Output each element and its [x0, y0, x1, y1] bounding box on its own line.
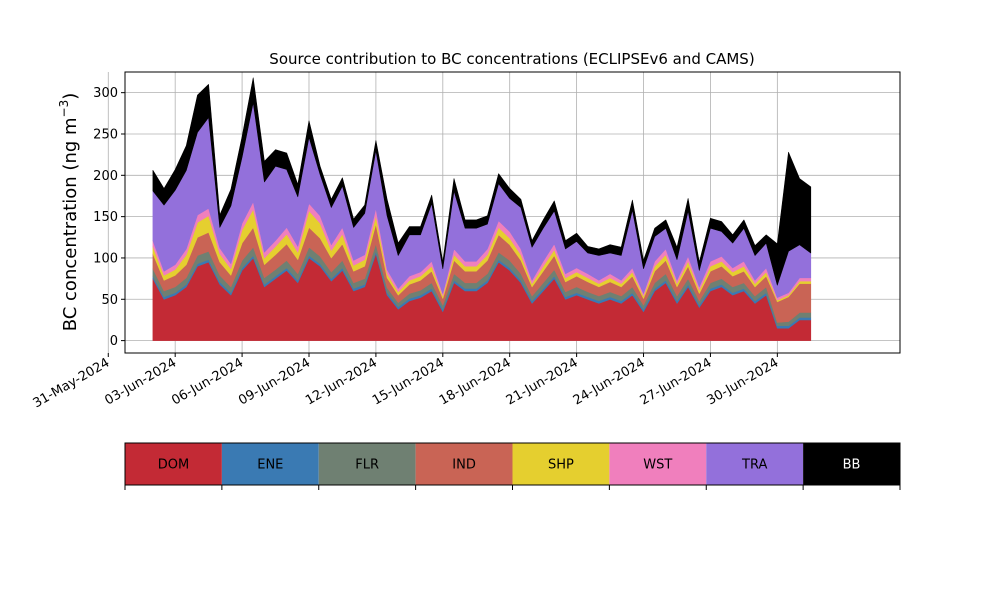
plot-frame — [124, 71, 901, 354]
legend-label-ene: ENE — [257, 458, 283, 473]
legend-swatch-wst — [609, 443, 707, 485]
legend-label-ind: IND — [452, 458, 476, 473]
y-tick-label: 150 — [93, 210, 118, 225]
legend-swatch-ind — [415, 443, 513, 485]
area-bb — [152, 77, 812, 286]
y-tick-label: 250 — [93, 127, 118, 142]
y-axis: 0 50 100 150 200 250 300 — [93, 86, 125, 349]
legend-swatch-bb — [803, 443, 900, 485]
legend-label-wst: WST — [643, 458, 672, 473]
y-axis-label-superscript: −3 — [57, 100, 71, 118]
y-axis-label-close: ) — [60, 93, 81, 100]
chart-title: Source contribution to BC concentrations… — [269, 50, 754, 68]
y-tick-label: 100 — [93, 251, 118, 266]
legend-swatch-shp — [512, 443, 610, 485]
y-tick-label: 300 — [93, 86, 118, 101]
y-tick-label: 0 — [110, 334, 118, 349]
legend-swatch-flr — [318, 443, 416, 485]
legend-label-shp: SHP — [548, 458, 574, 473]
legend-label-flr: FLR — [355, 458, 379, 473]
stacked-areas — [152, 77, 812, 341]
y-tick-label: 50 — [101, 293, 118, 308]
legend-swatch-ene — [221, 443, 319, 485]
legend-label-tra: TRA — [741, 458, 767, 473]
y-tick-label: 200 — [93, 169, 118, 184]
y-axis-label-main: BC concentration (ng m — [60, 117, 81, 331]
legend-label-dom: DOM — [158, 458, 189, 473]
legend-swatch-dom — [125, 443, 222, 485]
legend-label-bb: BB — [843, 458, 861, 473]
legend-swatch-tra — [706, 443, 804, 485]
legend: DOM ENE FLR IND SHP WST TRA BB — [124, 442, 901, 490]
y-axis-label: BC concentration (ng m−3) — [57, 93, 81, 332]
